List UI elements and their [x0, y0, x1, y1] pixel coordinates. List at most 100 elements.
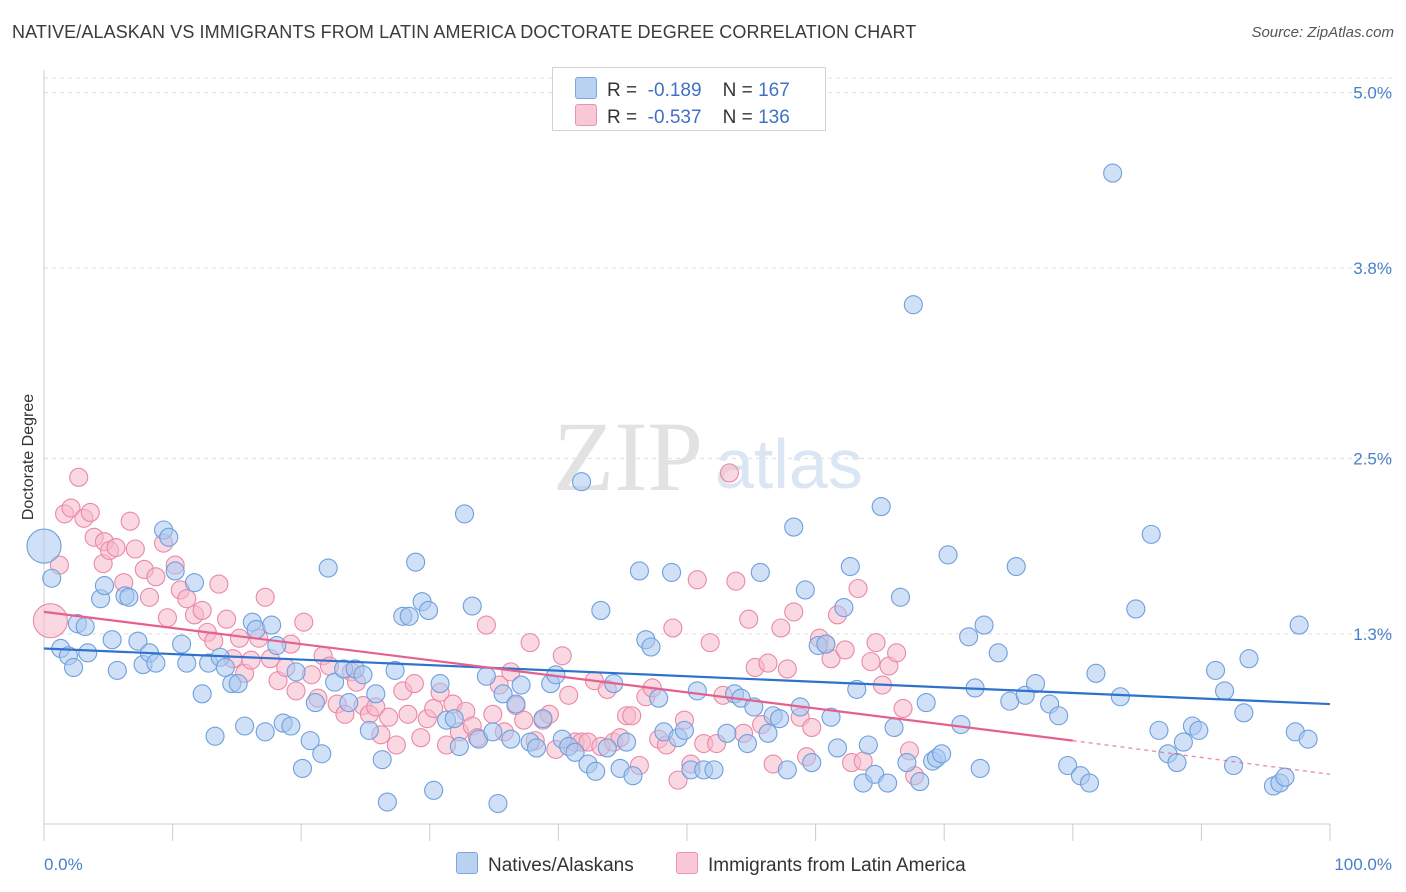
data-point [622, 706, 642, 726]
data-point [802, 753, 822, 773]
data-point [1103, 163, 1123, 183]
data-point [821, 707, 841, 727]
data-point [301, 665, 322, 685]
data-point [777, 659, 797, 679]
data-point [165, 561, 185, 581]
data-point [139, 587, 160, 607]
data-point [866, 633, 886, 653]
data-point [1167, 753, 1187, 773]
data-point [379, 707, 399, 727]
bottom-legend-label: Immigrants from Latin America [708, 855, 966, 876]
data-point [663, 618, 683, 638]
data-point [744, 697, 764, 717]
data-point [215, 657, 235, 678]
data-point [430, 674, 450, 694]
x-tick-label: 0.0% [44, 855, 83, 874]
data-point [444, 709, 464, 729]
x-tick-labels: 0.0% 100.0% [44, 855, 1392, 874]
data-point [890, 587, 911, 607]
data-point [777, 760, 797, 780]
bottom-legend-swatch-pink [676, 852, 698, 874]
legend-n-label: N = [722, 80, 753, 101]
data-point [399, 606, 419, 626]
data-point [292, 758, 313, 778]
data-point [1079, 773, 1100, 793]
data-point [294, 612, 314, 632]
data-point [795, 580, 815, 600]
data-point [951, 714, 971, 735]
legend-row-immigrants: R = -0.537 N = 136 [575, 104, 790, 130]
data-point [228, 674, 248, 694]
data-point [42, 568, 62, 588]
legend-n-value: 167 [758, 80, 790, 101]
data-point [771, 618, 791, 638]
grid-lines [44, 77, 1392, 635]
data-point [32, 603, 68, 639]
data-point [848, 578, 868, 599]
data-point [704, 760, 724, 780]
data-point [241, 650, 261, 670]
data-point [887, 643, 907, 663]
y-tick-labels: 1.3% 2.5% 3.8% 5.0% [1353, 84, 1392, 644]
watermark: ZIP atlas [553, 401, 863, 512]
data-point [827, 738, 848, 758]
data-point [192, 600, 212, 620]
data-point [411, 728, 431, 748]
data-point [286, 681, 306, 701]
legend-r-value: -0.189 [647, 80, 702, 101]
data-point [120, 511, 140, 531]
data-point [205, 726, 225, 746]
data-point [552, 646, 572, 666]
data-point [406, 552, 426, 572]
data-point [533, 709, 553, 729]
data-point [312, 744, 332, 764]
y-tick-label: 1.3% [1353, 625, 1392, 644]
data-point [617, 732, 637, 752]
data-point [404, 674, 424, 694]
data-point [816, 634, 836, 654]
data-point [514, 710, 534, 730]
data-point [235, 716, 255, 736]
series-natives-points [26, 163, 1318, 814]
data-point [597, 738, 617, 758]
data-point [102, 630, 122, 650]
data-point [1289, 615, 1309, 635]
bottom-legend-natives: Natives/Alaskans [456, 852, 634, 877]
data-point [1049, 706, 1069, 726]
data-point [571, 472, 592, 492]
data-point [932, 744, 952, 764]
data-point [717, 723, 737, 743]
data-point [75, 616, 95, 637]
y-tick-label: 3.8% [1353, 259, 1392, 278]
data-point [893, 698, 913, 718]
data-point [719, 463, 739, 483]
data-point [511, 675, 531, 695]
data-point [483, 722, 503, 742]
data-point [847, 679, 867, 699]
data-point [1110, 687, 1130, 707]
data-point [988, 643, 1008, 663]
data-point [184, 573, 205, 593]
data-point [878, 773, 898, 793]
data-point [488, 793, 508, 814]
data-point [784, 517, 804, 537]
legend-n-value: 136 [758, 107, 790, 128]
data-point [128, 631, 148, 651]
data-point [959, 627, 979, 647]
data-point [835, 640, 855, 660]
legend-n-label: N = [722, 107, 753, 128]
data-point [526, 738, 547, 758]
data-point [858, 735, 878, 755]
data-point [884, 717, 904, 738]
data-point [125, 539, 145, 559]
data-point [78, 643, 98, 663]
data-point [69, 467, 89, 487]
data-point [674, 720, 694, 740]
data-point [26, 528, 62, 564]
data-point [372, 750, 392, 770]
data-point [1141, 524, 1161, 544]
data-point [726, 571, 746, 591]
data-point [662, 562, 682, 582]
data-point [449, 736, 469, 757]
